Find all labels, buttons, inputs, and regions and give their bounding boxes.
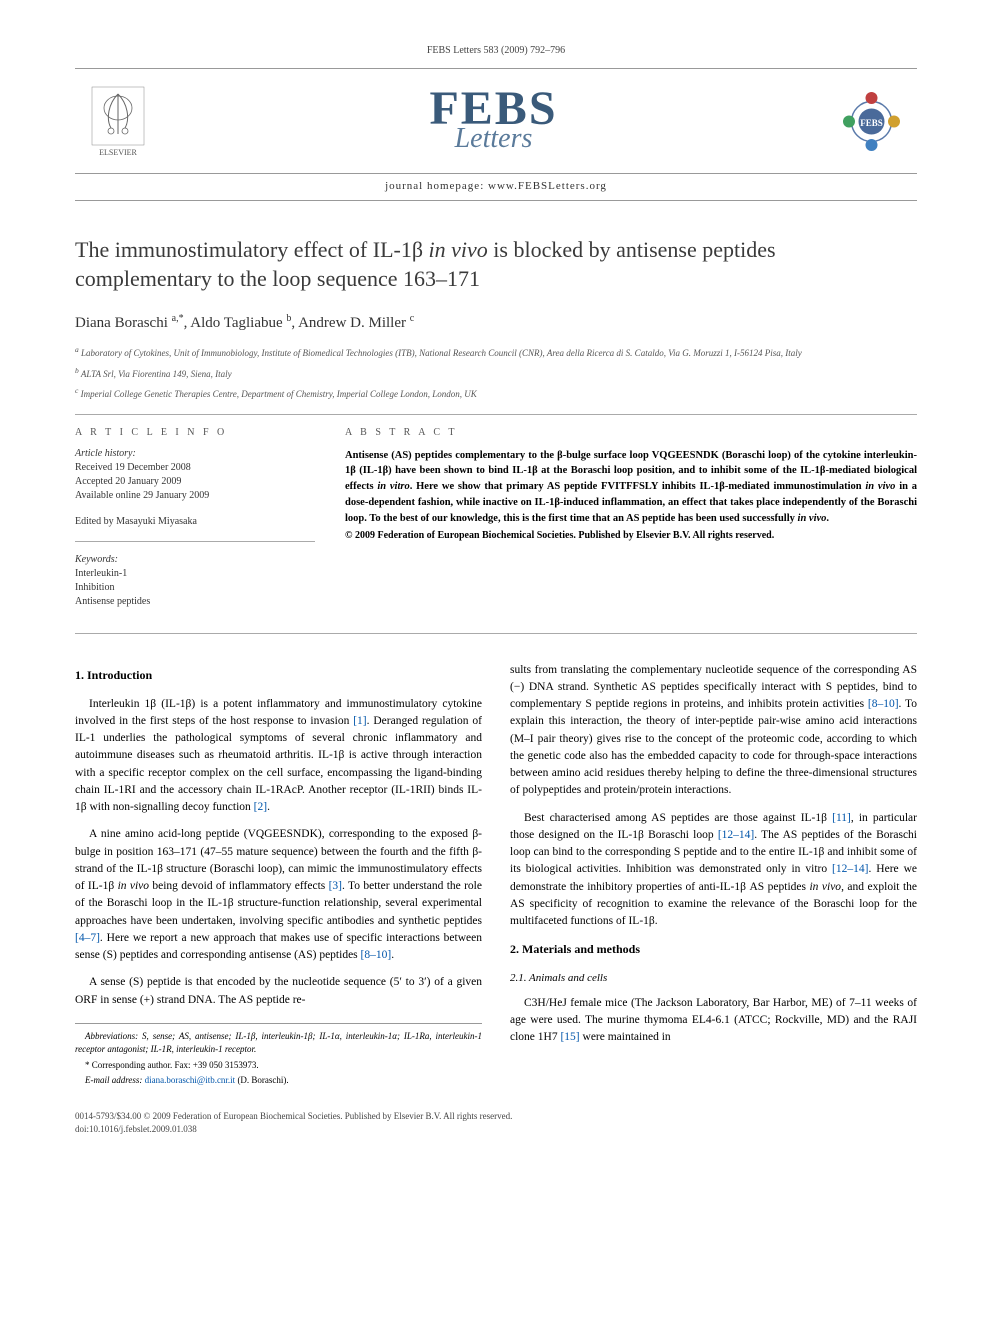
elsevier-tree-icon	[91, 86, 145, 146]
paragraph: C3H/HeJ female mice (The Jackson Laborat…	[510, 995, 917, 1047]
journal-masthead: ELSEVIER FEBS Letters FEBS	[75, 68, 917, 174]
homepage-url[interactable]: www.FEBSLetters.org	[488, 180, 607, 192]
section-2-title: 2. Materials and methods	[510, 940, 917, 958]
footnote-abbrev: Abbreviations: S, sense; AS, antisense; …	[75, 1030, 482, 1057]
left-column: 1. Introduction Interleukin 1β (IL-1β) i…	[75, 662, 482, 1090]
footnote-corresponding: * Corresponding author. Fax: +39 050 315…	[75, 1059, 482, 1073]
edited-by: Edited by Masayuki Miyasaka	[75, 515, 315, 529]
ref-link[interactable]: [8–10]	[868, 698, 899, 710]
footer-doi: doi:10.1016/j.febslet.2009.01.038	[75, 1123, 917, 1136]
header-citation: FEBS Letters 583 (2009) 792–796	[75, 45, 917, 56]
paragraph: Interleukin 1β (IL-1β) is a potent infla…	[75, 696, 482, 817]
ref-link[interactable]: [15]	[560, 1031, 579, 1043]
abstract-panel: A B S T R A C T Antisense (AS) peptides …	[345, 427, 917, 621]
article-info-heading: A R T I C L E I N F O	[75, 427, 315, 438]
ref-link[interactable]: [3]	[329, 880, 342, 892]
author-list: Diana Boraschi a,*, Aldo Tagliabue b, An…	[75, 313, 917, 332]
affiliation-a: a Laboratory of Cytokines, Unit of Immun…	[75, 344, 917, 361]
elsevier-logo: ELSEVIER	[83, 81, 153, 161]
history-title: Article history:	[75, 448, 315, 459]
history-accepted: Accepted 20 January 2009	[75, 475, 315, 489]
footer-copyright: 0014-5793/$34.00 © 2009 Federation of Eu…	[75, 1110, 917, 1123]
section-1-title: 1. Introduction	[75, 666, 482, 684]
paragraph: Best characterised among AS peptides are…	[510, 810, 917, 931]
page-footer: 0014-5793/$34.00 © 2009 Federation of Eu…	[75, 1110, 917, 1135]
ref-link[interactable]: [8–10]	[361, 949, 392, 961]
right-column: sults from translating the complementary…	[510, 662, 917, 1090]
elsevier-label: ELSEVIER	[99, 148, 137, 157]
affiliation-b: b ALTA Srl, Via Fiorentina 149, Siena, I…	[75, 365, 917, 382]
divider	[75, 633, 917, 634]
ref-link[interactable]: [12–14]	[718, 829, 754, 841]
abstract-copyright: © 2009 Federation of European Biochemica…	[345, 530, 917, 541]
ref-link[interactable]: [4–7]	[75, 932, 100, 944]
keywords-title: Keywords:	[75, 554, 315, 565]
ref-link[interactable]: [2]	[254, 801, 267, 813]
keyword-item: Interleukin-1	[75, 567, 315, 581]
history-received: Received 19 December 2008	[75, 461, 315, 475]
paragraph: A nine amino acid-long peptide (VQGEESND…	[75, 826, 482, 964]
ref-link[interactable]: [11]	[832, 812, 851, 824]
article-info-panel: A R T I C L E I N F O Article history: R…	[75, 427, 315, 621]
febs-badge-icon: FEBS	[834, 84, 909, 159]
history-online: Available online 29 January 2009	[75, 489, 315, 503]
svg-text:FEBS: FEBS	[860, 118, 883, 128]
ref-link[interactable]: [12–14]	[832, 863, 868, 875]
footnotes: Abbreviations: S, sense; AS, antisense; …	[75, 1023, 482, 1088]
keyword-item: Antisense peptides	[75, 595, 315, 609]
febs-letters-logo: FEBS Letters	[429, 87, 557, 154]
article-title: The immunostimulatory effect of IL-1β in…	[75, 236, 917, 293]
journal-homepage-line: journal homepage: www.FEBSLetters.org	[75, 180, 917, 201]
paragraph: sults from translating the complementary…	[510, 662, 917, 800]
affiliation-c: c Imperial College Genetic Therapies Cen…	[75, 385, 917, 402]
email-link[interactable]: diana.boraschi@itb.cnr.it	[145, 1075, 236, 1085]
section-21-title: 2.1. Animals and cells	[510, 970, 917, 987]
paragraph: A sense (S) peptide is that encoded by t…	[75, 974, 482, 1009]
divider	[75, 414, 917, 415]
keyword-item: Inhibition	[75, 581, 315, 595]
homepage-label: journal homepage:	[385, 180, 484, 192]
abstract-heading: A B S T R A C T	[345, 427, 917, 438]
divider	[75, 541, 315, 542]
ref-link[interactable]: [1]	[353, 715, 366, 727]
footnote-email: E-mail address: diana.boraschi@itb.cnr.i…	[75, 1074, 482, 1088]
abstract-body: Antisense (AS) peptides complementary to…	[345, 448, 917, 527]
